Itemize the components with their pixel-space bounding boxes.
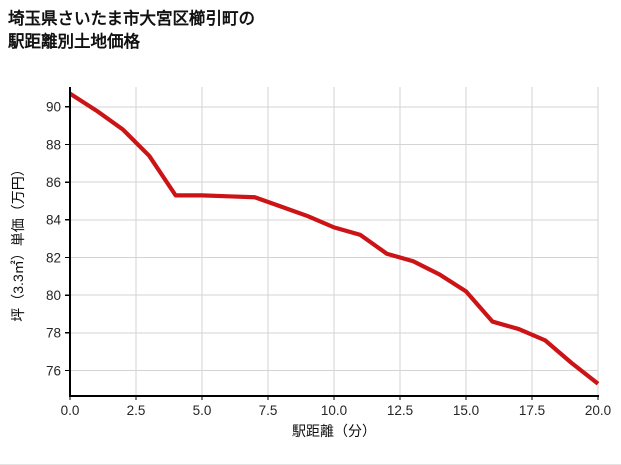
x-axis-title: 駅距離（分） [292,423,376,439]
gridlines [69,87,599,396]
y-tick-label: 76 [46,363,61,378]
x-tick-label: 0.0 [61,403,80,418]
x-tick-label: 7.5 [259,403,278,418]
x-tick-label: 2.5 [127,403,146,418]
chart-title: 埼玉県さいたま市大宮区櫛引町の 駅距離別土地価格 [8,10,256,52]
x-tick-label: 17.5 [519,403,545,418]
x-axis-ticks: 0.0 2.5 5.0 7.5 10.0 12.5 15.0 17.5 20.0 [61,396,611,418]
x-tick-label: 12.5 [387,403,413,418]
x-tick-label: 20.0 [585,403,611,418]
y-tick-label: 90 [46,100,61,115]
x-tick-label: 10.0 [321,403,347,418]
y-tick-label: 86 [46,175,61,190]
y-tick-label: 80 [46,288,61,303]
x-tick-label: 5.0 [193,403,212,418]
y-tick-label: 78 [46,326,61,341]
y-axis-ticks: 76 78 80 82 84 86 88 90 [46,100,69,378]
y-tick-label: 84 [46,213,62,228]
x-tick-label: 15.0 [453,403,479,418]
data-series-group [68,91,600,386]
y-axis-title: 坪（3.3㎡）単価（万円） [10,162,26,321]
price-line-series [68,91,600,386]
y-tick-label: 82 [46,250,61,265]
y-tick-label: 88 [46,137,61,152]
